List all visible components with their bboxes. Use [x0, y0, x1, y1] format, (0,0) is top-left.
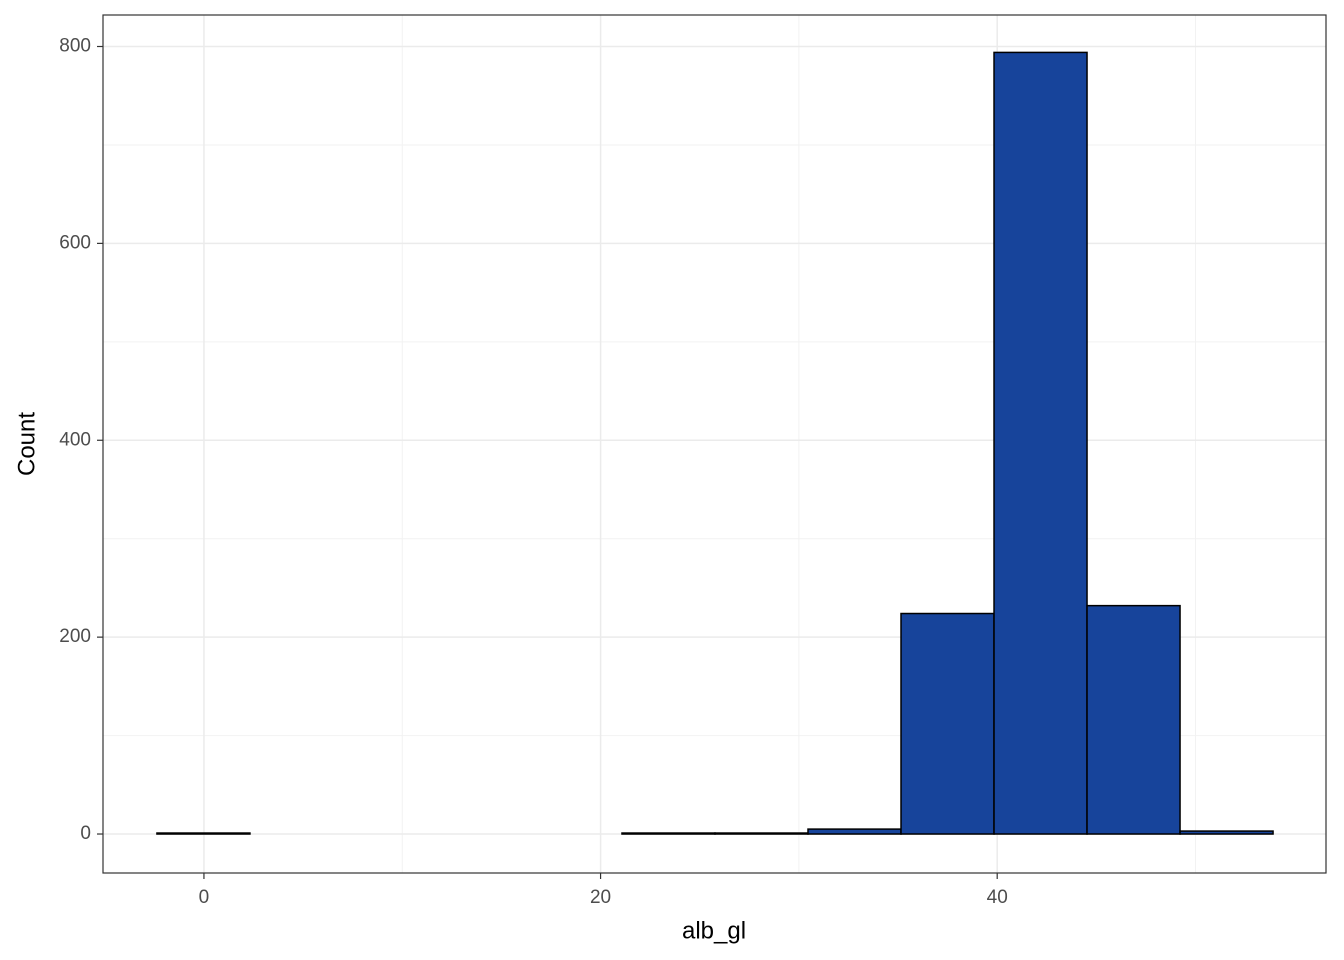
y-tick-label: 200 [59, 626, 91, 647]
y-tick-label: 800 [59, 36, 91, 57]
x-tick-label: 20 [590, 887, 611, 908]
y-tick-label: 0 [80, 823, 91, 844]
bar [621, 832, 716, 835]
y-axis-title: Count [13, 412, 40, 476]
bar [993, 51, 1088, 835]
bar [900, 612, 995, 835]
x-tick-label: 40 [987, 887, 1008, 908]
bar [1179, 830, 1274, 835]
bar [156, 832, 251, 835]
y-tick-label: 600 [59, 232, 91, 253]
bar [807, 828, 902, 835]
x-tick-label: 0 [199, 887, 210, 908]
panel-border [102, 14, 1327, 874]
x-axis-title: alb_gl [682, 917, 746, 944]
y-tick-label: 400 [59, 429, 91, 450]
bar [1086, 604, 1181, 835]
bar [714, 832, 809, 835]
